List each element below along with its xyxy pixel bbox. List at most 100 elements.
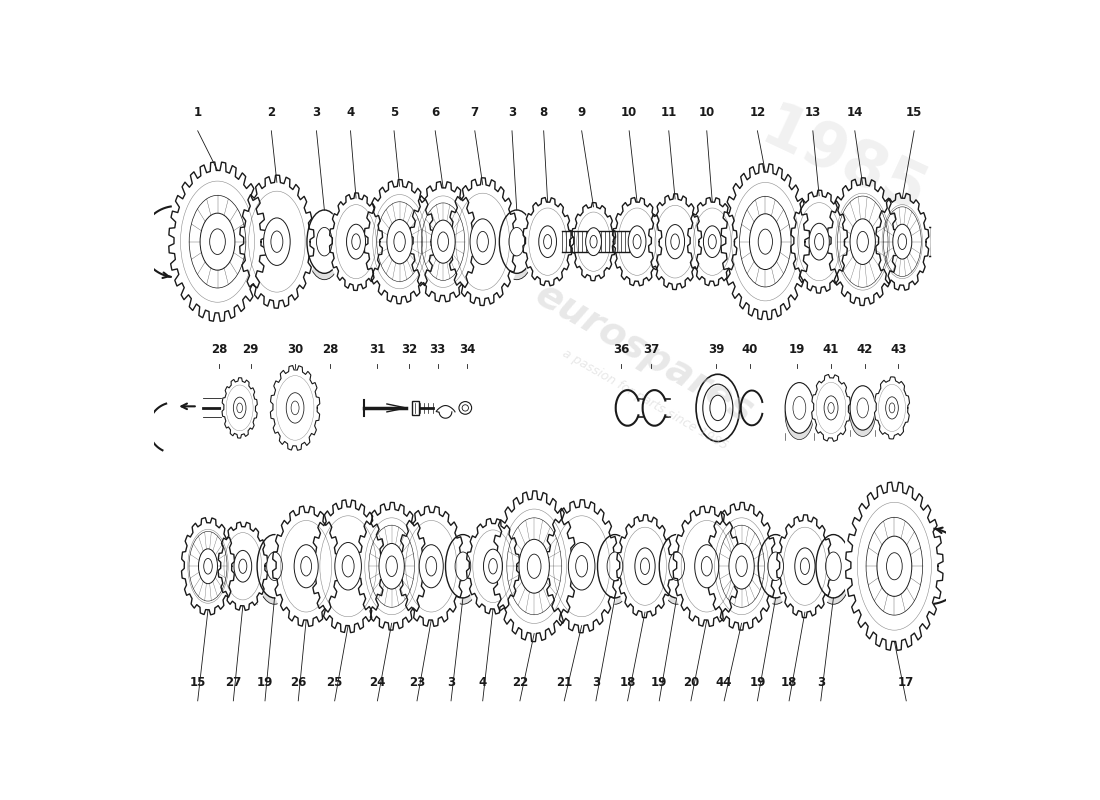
Ellipse shape <box>710 395 726 421</box>
Text: 2: 2 <box>267 106 275 119</box>
Ellipse shape <box>850 496 938 646</box>
Polygon shape <box>311 500 385 633</box>
Ellipse shape <box>223 382 255 437</box>
Text: 41: 41 <box>823 343 839 357</box>
Text: 12: 12 <box>749 106 766 119</box>
Ellipse shape <box>816 541 850 604</box>
Ellipse shape <box>394 232 405 252</box>
Polygon shape <box>846 482 943 650</box>
Ellipse shape <box>455 552 471 581</box>
Ellipse shape <box>386 556 397 577</box>
Text: 3: 3 <box>592 676 600 689</box>
Ellipse shape <box>431 220 455 263</box>
Ellipse shape <box>826 552 842 581</box>
Ellipse shape <box>708 234 716 249</box>
Polygon shape <box>649 194 702 290</box>
Ellipse shape <box>816 534 850 598</box>
Ellipse shape <box>519 539 549 593</box>
Ellipse shape <box>352 234 361 250</box>
Polygon shape <box>240 175 314 308</box>
Text: 44: 44 <box>716 676 733 689</box>
Ellipse shape <box>270 363 321 453</box>
Ellipse shape <box>360 513 424 626</box>
Text: 19: 19 <box>651 676 668 689</box>
Polygon shape <box>544 500 619 633</box>
Ellipse shape <box>446 534 481 598</box>
Polygon shape <box>777 515 833 618</box>
Text: 33: 33 <box>429 343 446 357</box>
Ellipse shape <box>499 210 535 274</box>
Polygon shape <box>448 178 518 306</box>
Ellipse shape <box>824 396 838 420</box>
Circle shape <box>459 402 472 414</box>
Ellipse shape <box>676 516 737 623</box>
Ellipse shape <box>309 497 387 636</box>
Polygon shape <box>522 198 572 286</box>
Polygon shape <box>688 198 737 286</box>
Bar <box>198 227 930 256</box>
Polygon shape <box>409 182 476 302</box>
Ellipse shape <box>300 557 311 576</box>
Ellipse shape <box>758 229 772 254</box>
Polygon shape <box>218 522 267 610</box>
Text: 39: 39 <box>708 343 725 357</box>
Ellipse shape <box>873 375 911 441</box>
Text: 19: 19 <box>749 676 766 689</box>
Ellipse shape <box>180 515 235 618</box>
Ellipse shape <box>257 541 292 604</box>
Ellipse shape <box>328 190 384 293</box>
Ellipse shape <box>477 231 488 252</box>
Text: 13: 13 <box>805 106 821 119</box>
Ellipse shape <box>334 542 362 590</box>
Polygon shape <box>437 406 455 418</box>
Ellipse shape <box>294 545 318 588</box>
Ellipse shape <box>204 558 212 574</box>
Ellipse shape <box>785 389 814 439</box>
Ellipse shape <box>666 225 684 258</box>
Ellipse shape <box>419 545 443 588</box>
Text: 10: 10 <box>698 106 715 119</box>
Polygon shape <box>271 366 320 450</box>
Polygon shape <box>673 506 740 626</box>
Text: 7: 7 <box>471 106 478 119</box>
Polygon shape <box>874 377 910 439</box>
Ellipse shape <box>198 549 218 584</box>
Ellipse shape <box>317 227 332 256</box>
Text: 3: 3 <box>447 676 455 689</box>
Text: 36: 36 <box>613 343 629 357</box>
Ellipse shape <box>470 526 517 611</box>
Ellipse shape <box>286 393 304 423</box>
Ellipse shape <box>451 188 515 302</box>
Ellipse shape <box>811 373 851 443</box>
Ellipse shape <box>575 555 587 577</box>
Ellipse shape <box>488 558 497 574</box>
Ellipse shape <box>166 158 268 326</box>
Text: 14: 14 <box>847 106 864 119</box>
Ellipse shape <box>651 202 698 287</box>
Ellipse shape <box>234 550 252 582</box>
Text: 1985: 1985 <box>751 98 934 226</box>
Ellipse shape <box>671 234 680 250</box>
Polygon shape <box>168 162 266 322</box>
Ellipse shape <box>814 380 848 440</box>
Ellipse shape <box>346 224 365 259</box>
Ellipse shape <box>703 226 722 258</box>
Ellipse shape <box>446 174 520 309</box>
Ellipse shape <box>543 234 551 249</box>
Ellipse shape <box>590 235 597 248</box>
Ellipse shape <box>526 205 570 284</box>
Ellipse shape <box>569 542 595 590</box>
Ellipse shape <box>877 382 908 438</box>
Ellipse shape <box>271 231 283 252</box>
Ellipse shape <box>499 216 535 280</box>
Text: 25: 25 <box>327 676 343 689</box>
Text: 19: 19 <box>789 343 805 357</box>
Polygon shape <box>613 198 662 286</box>
Polygon shape <box>812 374 850 442</box>
Circle shape <box>462 405 469 411</box>
Ellipse shape <box>850 392 876 437</box>
Text: 9: 9 <box>578 106 586 119</box>
Polygon shape <box>273 506 340 626</box>
Ellipse shape <box>233 397 246 418</box>
Ellipse shape <box>647 191 703 292</box>
